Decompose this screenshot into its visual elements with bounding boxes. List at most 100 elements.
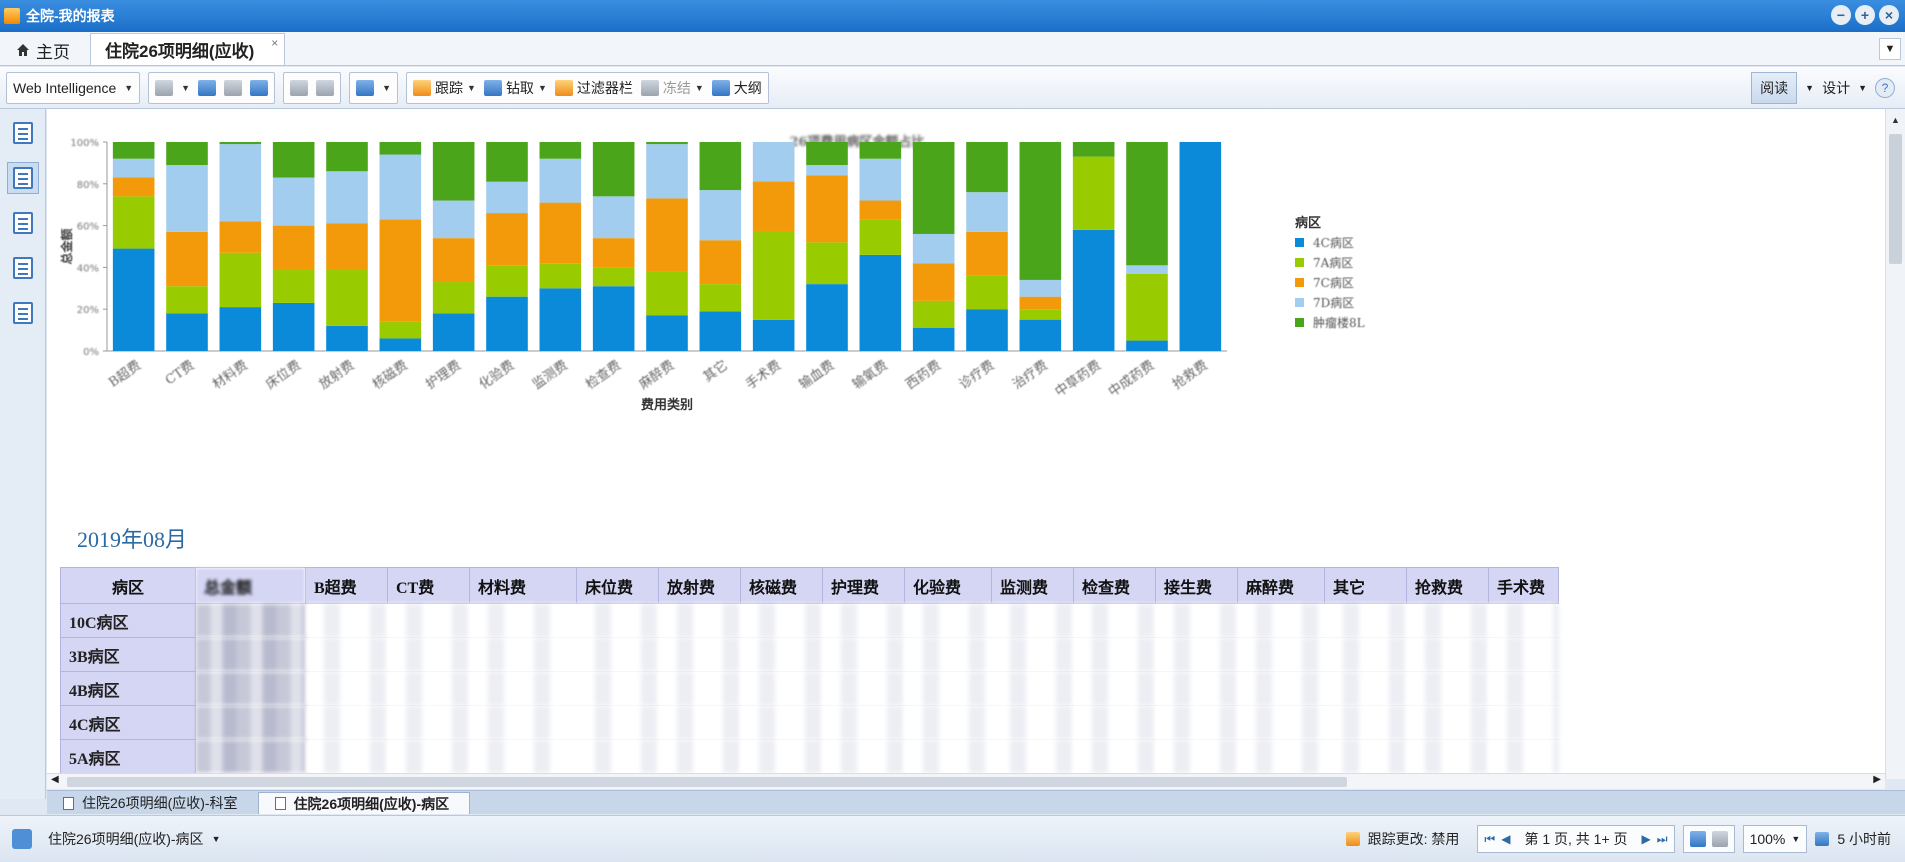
chevron-down-icon[interactable]: ▼: [1858, 83, 1867, 93]
print-icon[interactable]: [155, 79, 174, 96]
table-cell[interactable]: [195, 603, 306, 638]
close-icon[interactable]: ×: [1879, 5, 1899, 25]
table-cell[interactable]: [576, 603, 659, 638]
table-cell[interactable]: [740, 671, 823, 706]
chevron-down-icon[interactable]: ▼: [1805, 83, 1815, 93]
find-icon[interactable]: [198, 79, 217, 96]
table-cell[interactable]: [991, 739, 1074, 774]
table-cell[interactable]: [195, 705, 306, 740]
table-cell[interactable]: [1406, 671, 1489, 706]
table-cell[interactable]: [469, 739, 577, 774]
table-cell[interactable]: [822, 671, 905, 706]
maximize-icon[interactable]: +: [1855, 5, 1875, 25]
minimize-icon[interactable]: −: [1831, 5, 1851, 25]
table-cell[interactable]: [658, 603, 741, 638]
table-cell[interactable]: [1073, 603, 1156, 638]
table-cell[interactable]: [576, 671, 659, 706]
report-tab-dept[interactable]: 住院26项明细(应收)-科室: [47, 792, 258, 814]
table-cell[interactable]: [1155, 671, 1238, 706]
row-header[interactable]: 5A病区: [60, 739, 196, 774]
column-header[interactable]: 检查费: [1073, 567, 1156, 604]
row-header[interactable]: 4C病区: [60, 705, 196, 740]
tab-active-document[interactable]: 住院26项明细(应收) ×: [90, 33, 286, 65]
read-mode-button[interactable]: 阅读: [1751, 72, 1798, 104]
column-header[interactable]: 护理费: [822, 567, 905, 604]
scroll-left-icon[interactable]: ◀: [51, 774, 59, 785]
chevron-down-icon[interactable]: ▼: [1879, 38, 1901, 60]
table-cell[interactable]: [904, 603, 992, 638]
table-cell[interactable]: [1237, 705, 1325, 740]
table-cell[interactable]: [740, 603, 823, 638]
table-cell[interactable]: [469, 671, 577, 706]
scroll-thumb[interactable]: [1889, 134, 1902, 264]
drill-button[interactable]: 钻取 ▼: [483, 78, 547, 98]
table-cell[interactable]: [1155, 637, 1238, 672]
table-cell[interactable]: [658, 637, 741, 672]
column-header[interactable]: 化验费: [904, 567, 992, 604]
scroll-right-icon[interactable]: ▶: [1873, 774, 1881, 785]
tab-close-icon[interactable]: ×: [271, 36, 279, 50]
column-header[interactable]: 手术费: [1488, 567, 1559, 604]
row-header[interactable]: 10C病区: [60, 603, 196, 638]
table-cell[interactable]: [1237, 603, 1325, 638]
table-cell[interactable]: [1488, 603, 1559, 638]
page-indicator[interactable]: 第 1 页, 共 1+ 页: [1524, 831, 1628, 847]
column-header[interactable]: CT费: [387, 567, 470, 604]
table-cell[interactable]: [469, 637, 577, 672]
table-cell[interactable]: [904, 739, 992, 774]
filter-bar-button[interactable]: 过滤器栏: [554, 78, 633, 98]
help-icon[interactable]: ?: [1875, 78, 1895, 98]
column-header[interactable]: B超费: [305, 567, 388, 604]
table-cell[interactable]: [1406, 739, 1489, 774]
last-page-icon[interactable]: ⏭: [1656, 831, 1668, 846]
table-cell[interactable]: [195, 637, 306, 672]
table-cell[interactable]: [904, 637, 992, 672]
table-cell[interactable]: [195, 739, 306, 774]
comments-button[interactable]: [7, 297, 39, 329]
table-cell[interactable]: [1073, 637, 1156, 672]
column-header[interactable]: 接生费: [1155, 567, 1238, 604]
column-header[interactable]: 核磁费: [740, 567, 823, 604]
table-cell[interactable]: [991, 705, 1074, 740]
scroll-up-icon[interactable]: ▲: [1891, 115, 1900, 125]
chevron-down-icon[interactable]: ▼: [211, 834, 221, 844]
scroll-thumb[interactable]: [67, 777, 1347, 787]
refresh-icon[interactable]: [1815, 832, 1830, 846]
column-header[interactable]: 总金额: [195, 567, 306, 604]
table-cell[interactable]: [822, 739, 905, 774]
table-cell[interactable]: [991, 671, 1074, 706]
table-cell[interactable]: [904, 705, 992, 740]
zoom-select[interactable]: 100% ▼: [1742, 825, 1808, 853]
table-cell[interactable]: [1073, 705, 1156, 740]
table-cell[interactable]: [822, 603, 905, 638]
table-cell[interactable]: [740, 637, 823, 672]
outline-button[interactable]: 大纲: [711, 78, 762, 98]
table-cell[interactable]: [305, 603, 388, 638]
table-cell[interactable]: [305, 671, 388, 706]
column-header[interactable]: 麻醉费: [1237, 567, 1325, 604]
track-button[interactable]: 跟踪 ▼: [413, 78, 476, 98]
table-cell[interactable]: [195, 671, 306, 706]
puzzle-icon[interactable]: [12, 829, 32, 849]
column-header[interactable]: 放射费: [658, 567, 741, 604]
table-cell[interactable]: [822, 637, 905, 672]
table-cell[interactable]: [658, 705, 741, 740]
table-cell[interactable]: [387, 603, 470, 638]
table-cell[interactable]: [1324, 739, 1407, 774]
table-cell[interactable]: [305, 705, 388, 740]
report-selector[interactable]: 住院26项明细(应收)-病区: [48, 831, 204, 847]
column-header[interactable]: 监测费: [991, 567, 1074, 604]
table-cell[interactable]: [305, 739, 388, 774]
app-menu[interactable]: Web Intelligence ▼: [6, 71, 141, 104]
export-icon[interactable]: [250, 79, 269, 96]
row-header[interactable]: 4B病区: [60, 671, 196, 706]
table-cell[interactable]: [1406, 705, 1489, 740]
refresh-icon[interactable]: [356, 79, 375, 96]
table-cell[interactable]: [1324, 671, 1407, 706]
table-cell[interactable]: [469, 705, 577, 740]
table-cell[interactable]: [305, 637, 388, 672]
next-page-icon[interactable]: ▶: [1641, 832, 1651, 846]
table-cell[interactable]: [658, 671, 741, 706]
table-cell[interactable]: [387, 671, 470, 706]
design-mode-button[interactable]: 设计: [1822, 80, 1851, 96]
